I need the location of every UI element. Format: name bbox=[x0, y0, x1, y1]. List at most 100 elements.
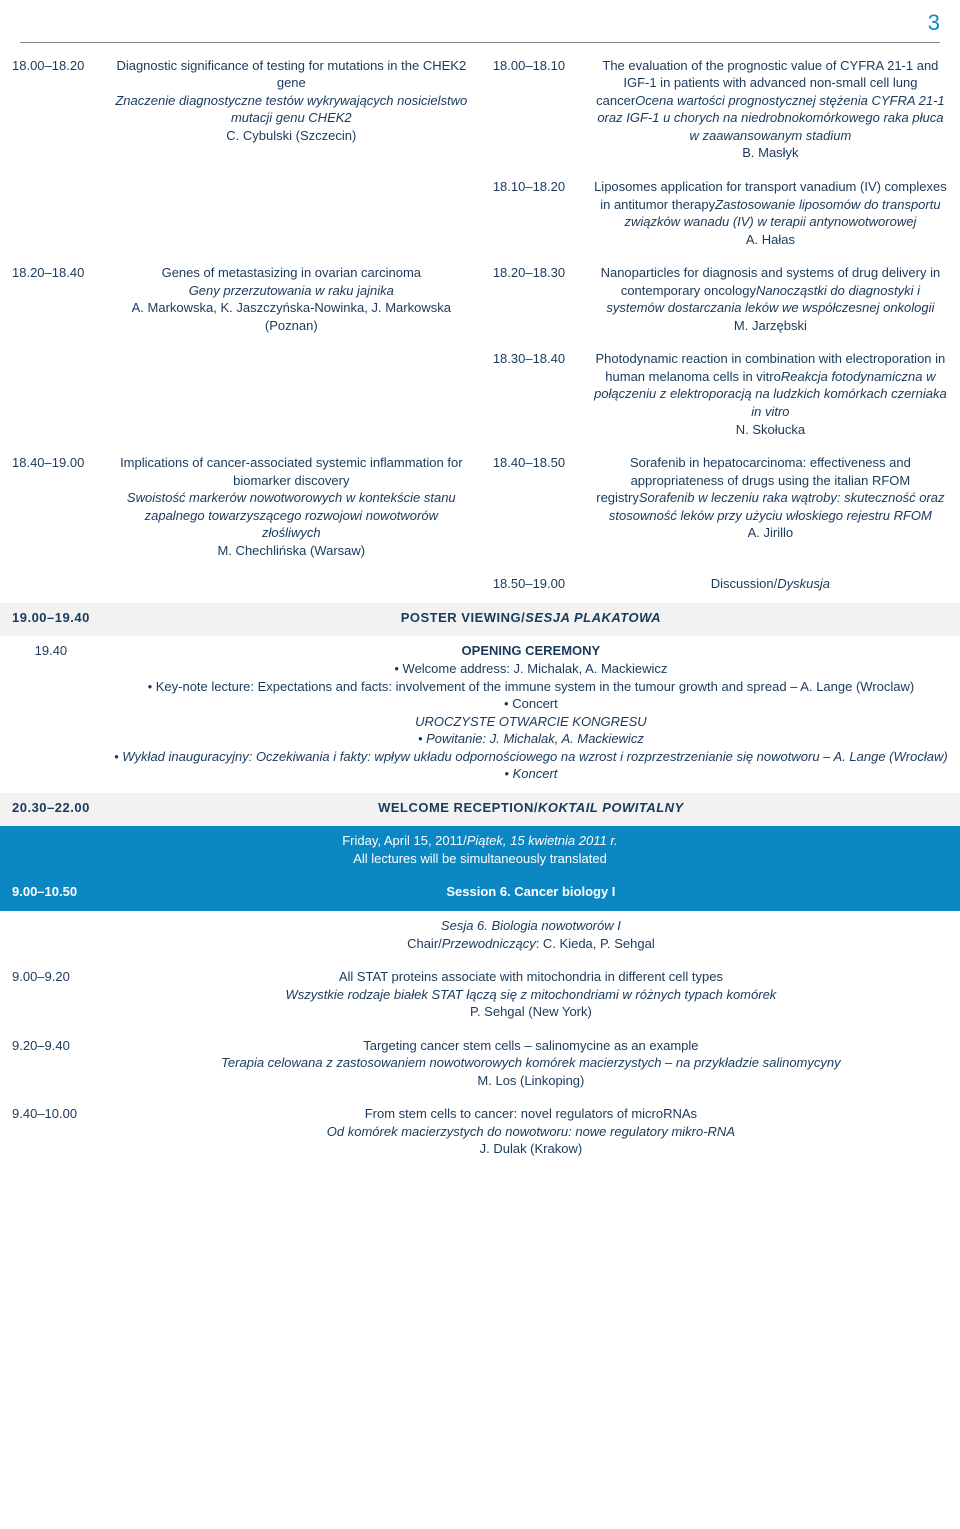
entry-left: Genes of metastasizing in ovarian carcin… bbox=[102, 258, 481, 344]
entry-right: Liposomes application for transport vana… bbox=[581, 172, 960, 258]
time-right: 18.50–19.00 bbox=[481, 569, 581, 603]
entry-right: The evaluation of the prognostic value o… bbox=[581, 51, 960, 172]
ceremony-line-it: Koncert bbox=[114, 765, 948, 783]
author: A. Jirillo bbox=[593, 524, 948, 542]
session6-title-it: Sesja 6. Biologia nowotworów I bbox=[441, 918, 621, 933]
title-it: Wszystkie rodzaje białek STAT łączą się … bbox=[114, 986, 948, 1004]
title-en: From stem cells to cancer: novel regulat… bbox=[114, 1105, 948, 1123]
reception-it: KOKTAIL POWITALNY bbox=[538, 800, 684, 815]
author: A. Hałas bbox=[593, 231, 948, 249]
entry-right: Sorafenib in hepatocarcinoma: effectiven… bbox=[581, 448, 960, 569]
title-it: Geny przerzutowania w raku jajnika bbox=[114, 282, 469, 300]
reception-band: 20.30–22.00 WELCOME RECEPTION/KOKTAIL PO… bbox=[0, 793, 960, 827]
ceremony-title: OPENING CEREMONY bbox=[114, 642, 948, 660]
poster-en: POSTER VIEWING/ bbox=[401, 610, 526, 625]
reception-title: WELCOME RECEPTION/KOKTAIL POWITALNY bbox=[102, 793, 960, 827]
ceremony-row: 19.40 OPENING CEREMONY Welcome address: … bbox=[0, 636, 960, 792]
schedule-row: 18.00–18.20 Diagnostic significance of te… bbox=[0, 51, 960, 172]
author: M. Chechlińska (Warsaw) bbox=[114, 542, 469, 560]
poster-time: 19.00–19.40 bbox=[0, 603, 102, 637]
chair-label-it: Przewodniczący bbox=[442, 936, 536, 951]
title-it: Sorafenib w leczeniu raka wątroby: skute… bbox=[609, 490, 945, 523]
time-left: 18.00–18.20 bbox=[0, 51, 102, 172]
page-number: 3 bbox=[0, 0, 960, 42]
session6-header: 9.00–10.50 Session 6. Cancer biology I bbox=[0, 877, 960, 911]
time-right: 18.00–18.10 bbox=[481, 51, 581, 172]
title-en: Implications of cancer-associated system… bbox=[114, 454, 469, 489]
entry-left: Diagnostic significance of testing for m… bbox=[102, 51, 481, 172]
ceremony-body: OPENING CEREMONY Welcome address: J. Mic… bbox=[102, 636, 960, 792]
schedule-row: 18.40–19.00 Implications of cancer-associ… bbox=[0, 448, 960, 569]
title-it: Ocena wartości prognostycznej stężenia C… bbox=[597, 93, 944, 143]
time-right: 18.30–18.40 bbox=[481, 344, 581, 448]
time-right: 18.10–18.20 bbox=[481, 172, 581, 258]
ceremony-line: Concert bbox=[114, 695, 948, 713]
entry: All STAT proteins associate with mitocho… bbox=[102, 962, 960, 1031]
title-it: Terapia celowana z zastosowaniem nowotwo… bbox=[114, 1054, 948, 1072]
time: 9.00–9.20 bbox=[0, 962, 102, 1031]
entry-left bbox=[102, 344, 481, 448]
title-it: Od komórek macierzystych do nowotworu: n… bbox=[114, 1123, 948, 1141]
title-en: Diagnostic significance of testing for m… bbox=[114, 57, 469, 92]
ceremony-line: Key-note lecture: Expectations and facts… bbox=[114, 678, 948, 696]
title-en: Targeting cancer stem cells – salinomyci… bbox=[114, 1037, 948, 1055]
schedule-row: 9.40–10.00 From stem cells to cancer: nov… bbox=[0, 1099, 960, 1168]
reception-time: 20.30–22.00 bbox=[0, 793, 102, 827]
ceremony-time: 19.40 bbox=[0, 636, 102, 792]
schedule-row: 18.30–18.40Photodynamic reaction in comb… bbox=[0, 344, 960, 448]
entry-left: Implications of cancer-associated system… bbox=[102, 448, 481, 569]
time-left bbox=[0, 172, 102, 258]
poster-band: 19.00–19.40 POSTER VIEWING/SESJA PLAKATO… bbox=[0, 603, 960, 637]
title-it: Dyskusja bbox=[777, 576, 830, 591]
author: A. Markowska, K. Jaszczyńska-Nowinka, J.… bbox=[114, 299, 469, 334]
entry-right: Discussion/Dyskusja bbox=[581, 569, 960, 603]
time-right: 18.40–18.50 bbox=[481, 448, 581, 569]
time: 9.20–9.40 bbox=[0, 1031, 102, 1100]
chair-names: : C. Kieda, P. Sehgal bbox=[536, 936, 655, 951]
day-note: All lectures will be simultaneously tran… bbox=[353, 851, 607, 866]
title-it: Swoistość markerów nowotworowych w konte… bbox=[114, 489, 469, 542]
schedule-row: 18.10–18.20Liposomes application for tra… bbox=[0, 172, 960, 258]
ceremony-line-it: Wykład inauguracyjny: Oczekiwania i fakt… bbox=[114, 748, 948, 766]
author: B. Masłyk bbox=[593, 144, 948, 162]
ceremony-list-it: Powitanie: J. Michalak, A. MackiewiczWyk… bbox=[114, 730, 948, 783]
time-left: 18.40–19.00 bbox=[0, 448, 102, 569]
time-left: 18.20–18.40 bbox=[0, 258, 102, 344]
session6-sub-body: Sesja 6. Biologia nowotworów I Chair/Prz… bbox=[102, 911, 960, 962]
session6-title: Session 6. Cancer biology I bbox=[102, 877, 960, 911]
schedule-table: 18.00–18.20 Diagnostic significance of te… bbox=[0, 51, 960, 1168]
poster-title: POSTER VIEWING/SESJA PLAKATOWA bbox=[102, 603, 960, 637]
day-it: Piątek, 15 kwietnia 2011 r. bbox=[467, 833, 618, 848]
time-left bbox=[0, 344, 102, 448]
schedule-row: 18.50–19.00Discussion/Dyskusja bbox=[0, 569, 960, 603]
poster-it: SESJA PLAKATOWA bbox=[525, 610, 661, 625]
schedule-row: 9.20–9.40 Targeting cancer stem cells – s… bbox=[0, 1031, 960, 1100]
schedule-row: 9.00–9.20 All STAT proteins associate wit… bbox=[0, 962, 960, 1031]
entry-right: Nanoparticles for diagnosis and systems … bbox=[581, 258, 960, 344]
entry-right: Photodynamic reaction in combination wit… bbox=[581, 344, 960, 448]
session6-sub: Sesja 6. Biologia nowotworów I Chair/Prz… bbox=[0, 911, 960, 962]
author: J. Dulak (Krakow) bbox=[114, 1140, 948, 1158]
ceremony-line: Welcome address: J. Michalak, A. Mackiew… bbox=[114, 660, 948, 678]
title-it: Znaczenie diagnostyczne testów wykrywają… bbox=[114, 92, 469, 127]
entry: From stem cells to cancer: novel regulat… bbox=[102, 1099, 960, 1168]
author: M. Los (Linkoping) bbox=[114, 1072, 948, 1090]
day-en: Friday, April 15, 2011/ bbox=[342, 833, 467, 848]
time-right: 18.20–18.30 bbox=[481, 258, 581, 344]
author: N. Skołucka bbox=[593, 421, 948, 439]
entry: Targeting cancer stem cells – salinomyci… bbox=[102, 1031, 960, 1100]
chair-label: Chair/ bbox=[407, 936, 442, 951]
author: C. Cybulski (Szczecin) bbox=[114, 127, 469, 145]
time-left bbox=[0, 569, 102, 603]
title-en: All STAT proteins associate with mitocho… bbox=[114, 968, 948, 986]
ceremony-list-en: Welcome address: J. Michalak, A. Mackiew… bbox=[114, 660, 948, 713]
ceremony-line-it: Powitanie: J. Michalak, A. Mackiewicz bbox=[114, 730, 948, 748]
entry-left bbox=[102, 569, 481, 603]
title-en: Discussion/ bbox=[711, 576, 777, 591]
title-en: Genes of metastasizing in ovarian carcin… bbox=[114, 264, 469, 282]
divider-top bbox=[20, 42, 940, 43]
author: P. Sehgal (New York) bbox=[114, 1003, 948, 1021]
time: 9.40–10.00 bbox=[0, 1099, 102, 1168]
day-band: Friday, April 15, 2011/Piątek, 15 kwietn… bbox=[0, 826, 960, 877]
day-band-content: Friday, April 15, 2011/Piątek, 15 kwietn… bbox=[0, 826, 960, 877]
